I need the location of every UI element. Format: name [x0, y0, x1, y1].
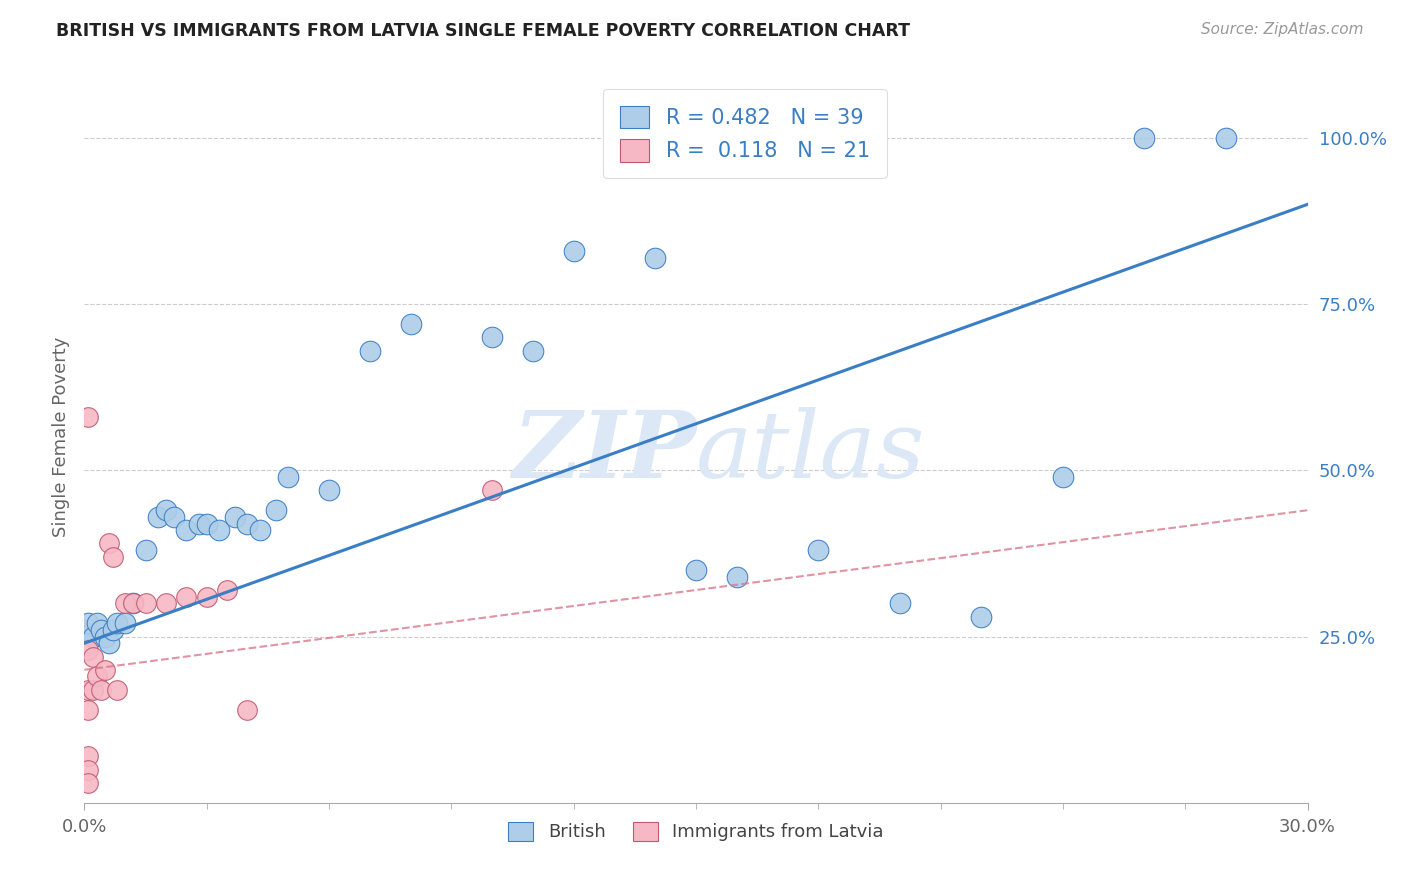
- Point: [174, 590, 197, 604]
- Point: [224, 509, 246, 524]
- Point: [155, 596, 177, 610]
- Point: [90, 682, 112, 697]
- Point: [1052, 470, 1074, 484]
- Point: [163, 509, 186, 524]
- Point: [105, 682, 128, 697]
- Point: [399, 317, 422, 331]
- Point: [90, 623, 112, 637]
- Point: [77, 749, 100, 764]
- Text: BRITISH VS IMMIGRANTS FROM LATVIA SINGLE FEMALE POVERTY CORRELATION CHART: BRITISH VS IMMIGRANTS FROM LATVIA SINGLE…: [56, 22, 910, 40]
- Point: [101, 549, 124, 564]
- Point: [807, 543, 830, 558]
- Point: [97, 636, 120, 650]
- Point: [725, 570, 748, 584]
- Point: [135, 543, 157, 558]
- Legend: British, Immigrants from Latvia: British, Immigrants from Latvia: [501, 814, 891, 848]
- Y-axis label: Single Female Poverty: Single Female Poverty: [52, 337, 70, 537]
- Point: [644, 251, 666, 265]
- Point: [97, 536, 120, 550]
- Point: [77, 703, 100, 717]
- Point: [155, 503, 177, 517]
- Point: [82, 630, 104, 644]
- Point: [318, 483, 340, 498]
- Point: [970, 609, 993, 624]
- Point: [135, 596, 157, 610]
- Point: [1215, 131, 1237, 145]
- Point: [277, 470, 299, 484]
- Point: [86, 669, 108, 683]
- Point: [77, 763, 100, 777]
- Point: [146, 509, 169, 524]
- Point: [77, 616, 100, 631]
- Point: [359, 343, 381, 358]
- Point: [481, 483, 503, 498]
- Point: [77, 682, 100, 697]
- Point: [77, 410, 100, 425]
- Point: [86, 616, 108, 631]
- Point: [889, 596, 911, 610]
- Point: [101, 623, 124, 637]
- Point: [93, 630, 115, 644]
- Point: [77, 643, 100, 657]
- Point: [236, 703, 259, 717]
- Point: [105, 616, 128, 631]
- Point: [93, 663, 115, 677]
- Point: [562, 244, 585, 258]
- Point: [1133, 131, 1156, 145]
- Point: [264, 503, 287, 517]
- Point: [187, 516, 209, 531]
- Point: [82, 682, 104, 697]
- Point: [208, 523, 231, 537]
- Text: ZIP: ZIP: [512, 407, 696, 497]
- Point: [77, 776, 100, 790]
- Point: [685, 563, 707, 577]
- Point: [195, 516, 218, 531]
- Point: [122, 596, 145, 610]
- Point: [236, 516, 259, 531]
- Text: Source: ZipAtlas.com: Source: ZipAtlas.com: [1201, 22, 1364, 37]
- Point: [481, 330, 503, 344]
- Point: [195, 590, 218, 604]
- Point: [217, 582, 239, 597]
- Point: [114, 616, 136, 631]
- Point: [522, 343, 544, 358]
- Point: [82, 649, 104, 664]
- Text: atlas: atlas: [696, 407, 925, 497]
- Point: [122, 596, 145, 610]
- Point: [174, 523, 197, 537]
- Point: [249, 523, 271, 537]
- Point: [114, 596, 136, 610]
- Point: [77, 623, 100, 637]
